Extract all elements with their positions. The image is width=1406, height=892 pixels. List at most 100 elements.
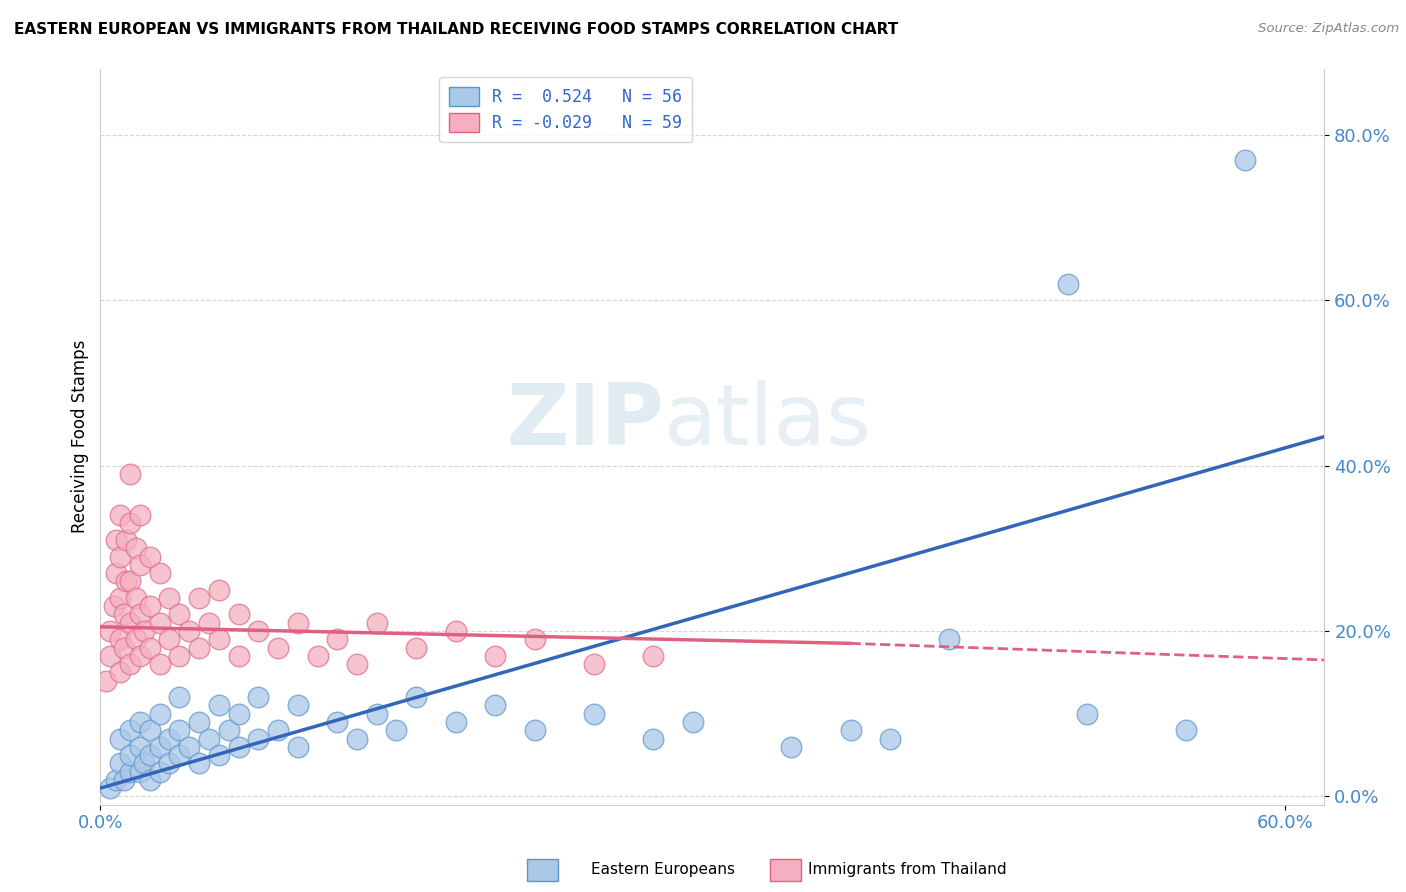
Point [287,698,309,713]
Point [138,599,160,614]
Point [118,657,141,671]
Point [582,706,605,721]
Point [444,714,467,729]
Point [188,591,211,605]
Point [98,781,121,796]
Point [385,723,408,738]
Point [132,624,155,638]
Point [247,690,270,705]
Point [287,615,309,630]
Point [159,591,181,605]
Point [108,632,131,647]
Point [169,690,191,705]
Point [643,648,665,663]
Point [366,706,388,721]
Point [523,632,546,647]
Point [115,574,138,589]
Point [228,648,250,663]
Point [159,632,181,647]
Point [98,648,121,663]
Point [346,657,368,671]
Point [218,723,240,738]
Point [108,731,131,746]
Point [148,706,170,721]
Point [159,731,181,746]
Point [169,747,191,762]
Point [1056,277,1078,291]
Point [682,714,704,729]
Point [148,739,170,754]
Point [98,624,121,638]
Point [96,673,118,688]
Point [366,615,388,630]
Point [105,533,128,547]
Point [938,632,960,647]
Point [118,764,141,779]
Point [643,731,665,746]
Point [118,516,141,531]
Point [169,723,191,738]
Text: ZIP: ZIP [506,380,664,463]
Legend: R =  0.524   N = 56, R = -0.029   N = 59: R = 0.524 N = 56, R = -0.029 N = 59 [439,77,692,142]
Point [108,591,131,605]
Text: Immigrants from Thailand: Immigrants from Thailand [808,863,1007,877]
Point [148,615,170,630]
Point [405,690,427,705]
Point [188,714,211,729]
Point [228,739,250,754]
Point [118,615,141,630]
Point [108,756,131,771]
Point [108,508,131,523]
Point [138,640,160,655]
Point [582,657,605,671]
Point [247,624,270,638]
Point [208,582,231,597]
Point [879,731,901,746]
Point [118,574,141,589]
Point [169,607,191,622]
Point [523,723,546,738]
Point [326,714,349,729]
Point [1175,723,1198,738]
Point [128,607,150,622]
Point [159,756,181,771]
Text: Source: ZipAtlas.com: Source: ZipAtlas.com [1258,22,1399,36]
Point [115,533,138,547]
Point [128,714,150,729]
Point [287,739,309,754]
Point [108,549,131,564]
Point [228,706,250,721]
Point [169,648,191,663]
Point [128,648,150,663]
Point [247,731,270,746]
Point [105,566,128,580]
Point [179,739,201,754]
Point [112,640,135,655]
Point [326,632,349,647]
Point [188,640,211,655]
Y-axis label: Receiving Food Stamps: Receiving Food Stamps [72,340,89,533]
Text: Eastern Europeans: Eastern Europeans [591,863,734,877]
Point [484,698,506,713]
Point [208,632,231,647]
Point [307,648,329,663]
Point [148,657,170,671]
Point [839,723,862,738]
Point [118,723,141,738]
Point [118,747,141,762]
Point [125,632,148,647]
Text: atlas: atlas [664,380,872,463]
Point [208,698,231,713]
Point [138,723,160,738]
Point [112,607,135,622]
Point [208,747,231,762]
Point [148,764,170,779]
Point [1076,706,1098,721]
Point [132,756,155,771]
Point [128,558,150,572]
Point [103,599,125,614]
Point [138,772,160,787]
Point [128,764,150,779]
Point [780,739,803,754]
Point [112,772,135,787]
